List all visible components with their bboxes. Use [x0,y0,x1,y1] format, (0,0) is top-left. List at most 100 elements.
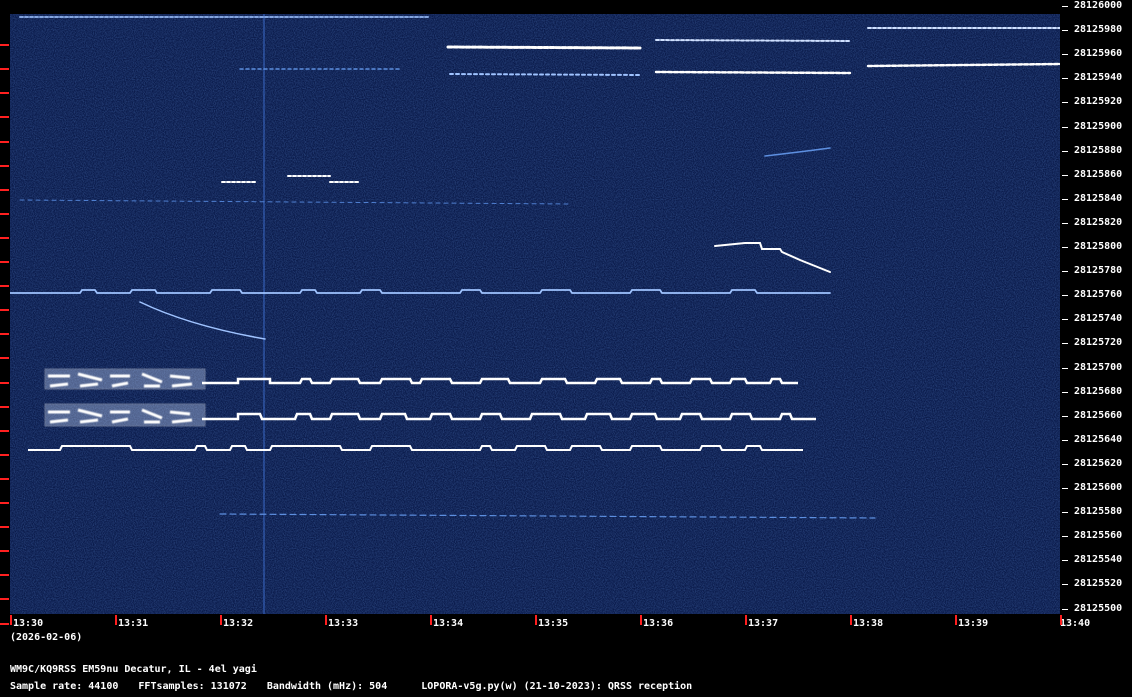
freq-tick-mark [1062,536,1068,538]
time-tick-label: 13:37 [748,618,779,629]
time-tick-label: 13:40 [1060,618,1091,629]
left-red-tick [0,116,9,119]
left-red-tick [0,68,9,71]
freq-tick-label: 28125820 [1074,216,1123,228]
time-red-tick [745,615,747,625]
fft-samples-label: FFTsamples: 131072 [138,681,247,692]
waterfall-spectrogram [10,14,1060,614]
freq-tick-mark [1062,54,1068,56]
freq-tick-label: 28125960 [1074,48,1123,60]
qrss-burst [44,368,206,427]
left-red-tick [0,477,9,480]
left-red-tick [0,502,9,504]
date-label: (2026-02-06) [10,632,83,643]
time-tick-label: 13:39 [958,618,989,629]
time-red-tick [10,615,12,625]
qrss-trace-upper [202,377,798,385]
freq-tick-mark [1062,608,1068,610]
freq-tick-label: 28126000 [1074,0,1123,11]
time-red-tick [535,615,537,625]
left-red-tick [0,550,9,553]
freq-tick-label: 28125620 [1074,457,1123,469]
time-tick-label: 13:38 [853,618,884,629]
signal-trace [764,147,831,157]
left-red-tick [0,598,9,601]
sample-rate-label: Sample rate: 44100 [10,681,119,692]
left-red-tick [0,526,9,529]
time-red-tick [220,615,222,625]
freq-tick-mark [1062,463,1068,465]
freq-tick-label: 28125520 [1074,578,1123,590]
time-tick-label: 13:30 [13,618,44,629]
freq-tick-label: 28125780 [1074,265,1123,277]
signal-trace [219,513,876,519]
signal-trace [449,73,641,76]
spectrogram-noise [10,14,1060,614]
left-red-tick [0,429,9,432]
left-red-tick [0,92,9,95]
station-title: WM9C/KQ9RSS EM59nu Decatur, IL - 4el yag… [10,664,257,675]
freq-tick-label: 28125920 [1074,96,1123,108]
freq-tick-mark [1062,584,1068,586]
signal-trace [654,70,852,75]
bandwidth-label: Bandwidth (mHz): 504 [266,681,388,692]
software-label: LOPORA-v5g.py(w) (21-10-2023): QRSS rece… [421,681,693,692]
freq-tick-mark [1062,198,1068,200]
left-red-tick [0,188,9,191]
left-red-tick [0,212,9,215]
freq-tick-label: 28125500 [1074,602,1123,614]
qrss-trace-lower [202,412,816,421]
left-red-tick [0,309,9,312]
left-red-tick [0,381,9,384]
freq-tick-label: 28125840 [1074,192,1123,204]
qrss-signals [28,368,816,451]
freq-tick-mark [1062,30,1068,32]
freq-tick-mark [1062,319,1068,321]
freq-tick-label: 28125860 [1074,168,1123,180]
left-red-tick [0,453,9,456]
time-red-tick [325,615,327,625]
signal-trace [655,39,851,42]
time-tick-label: 13:34 [433,618,464,629]
signal-trace [866,62,1060,68]
freq-tick-mark [1062,512,1068,514]
freq-tick-label: 28125680 [1074,385,1123,397]
signal-trace [10,289,831,294]
left-red-tick [0,405,9,408]
time-tick-label: 13:36 [643,618,674,629]
freq-tick-mark [1062,78,1068,80]
freq-tick-mark [1062,391,1068,393]
qrss-trace-third [28,445,803,451]
time-red-tick [430,615,432,625]
freq-tick-label: 28125540 [1074,554,1123,566]
left-red-tick [0,574,9,577]
signal-trace [714,242,831,273]
time-tick-label: 13:33 [328,618,359,629]
freq-tick-mark [1062,439,1068,441]
freq-tick-label: 28125940 [1074,72,1123,84]
settings-line: Sample rate: 44100 FFTsamples: 131072 Ba… [10,681,706,692]
freq-tick-mark [1062,174,1068,176]
freq-tick-mark [1062,295,1068,297]
signal-traces [10,16,1060,519]
time-red-tick [1060,615,1062,625]
left-red-tick [0,236,9,239]
signal-trace [221,175,359,183]
frequency-axis: 28126000 28125980 28125960 28125940 28125920… [1060,0,1132,620]
signal-trace [139,301,266,340]
freq-tick-label: 28125600 [1074,482,1123,493]
freq-tick-label: 28125760 [1074,289,1123,301]
freq-tick-mark [1062,343,1068,345]
left-red-tick [0,164,9,167]
left-red-tick [0,285,9,288]
left-red-tick [0,622,9,625]
left-red-tick [0,261,9,263]
freq-tick-label: 28125720 [1074,337,1123,349]
freq-tick-mark [1062,6,1068,7]
time-red-tick [955,615,957,625]
freq-tick-mark [1062,126,1068,128]
left-red-tick [0,333,9,336]
freq-tick-label: 28125800 [1074,241,1123,252]
time-tick-label: 13:35 [538,618,569,629]
left-red-tick [0,357,9,360]
